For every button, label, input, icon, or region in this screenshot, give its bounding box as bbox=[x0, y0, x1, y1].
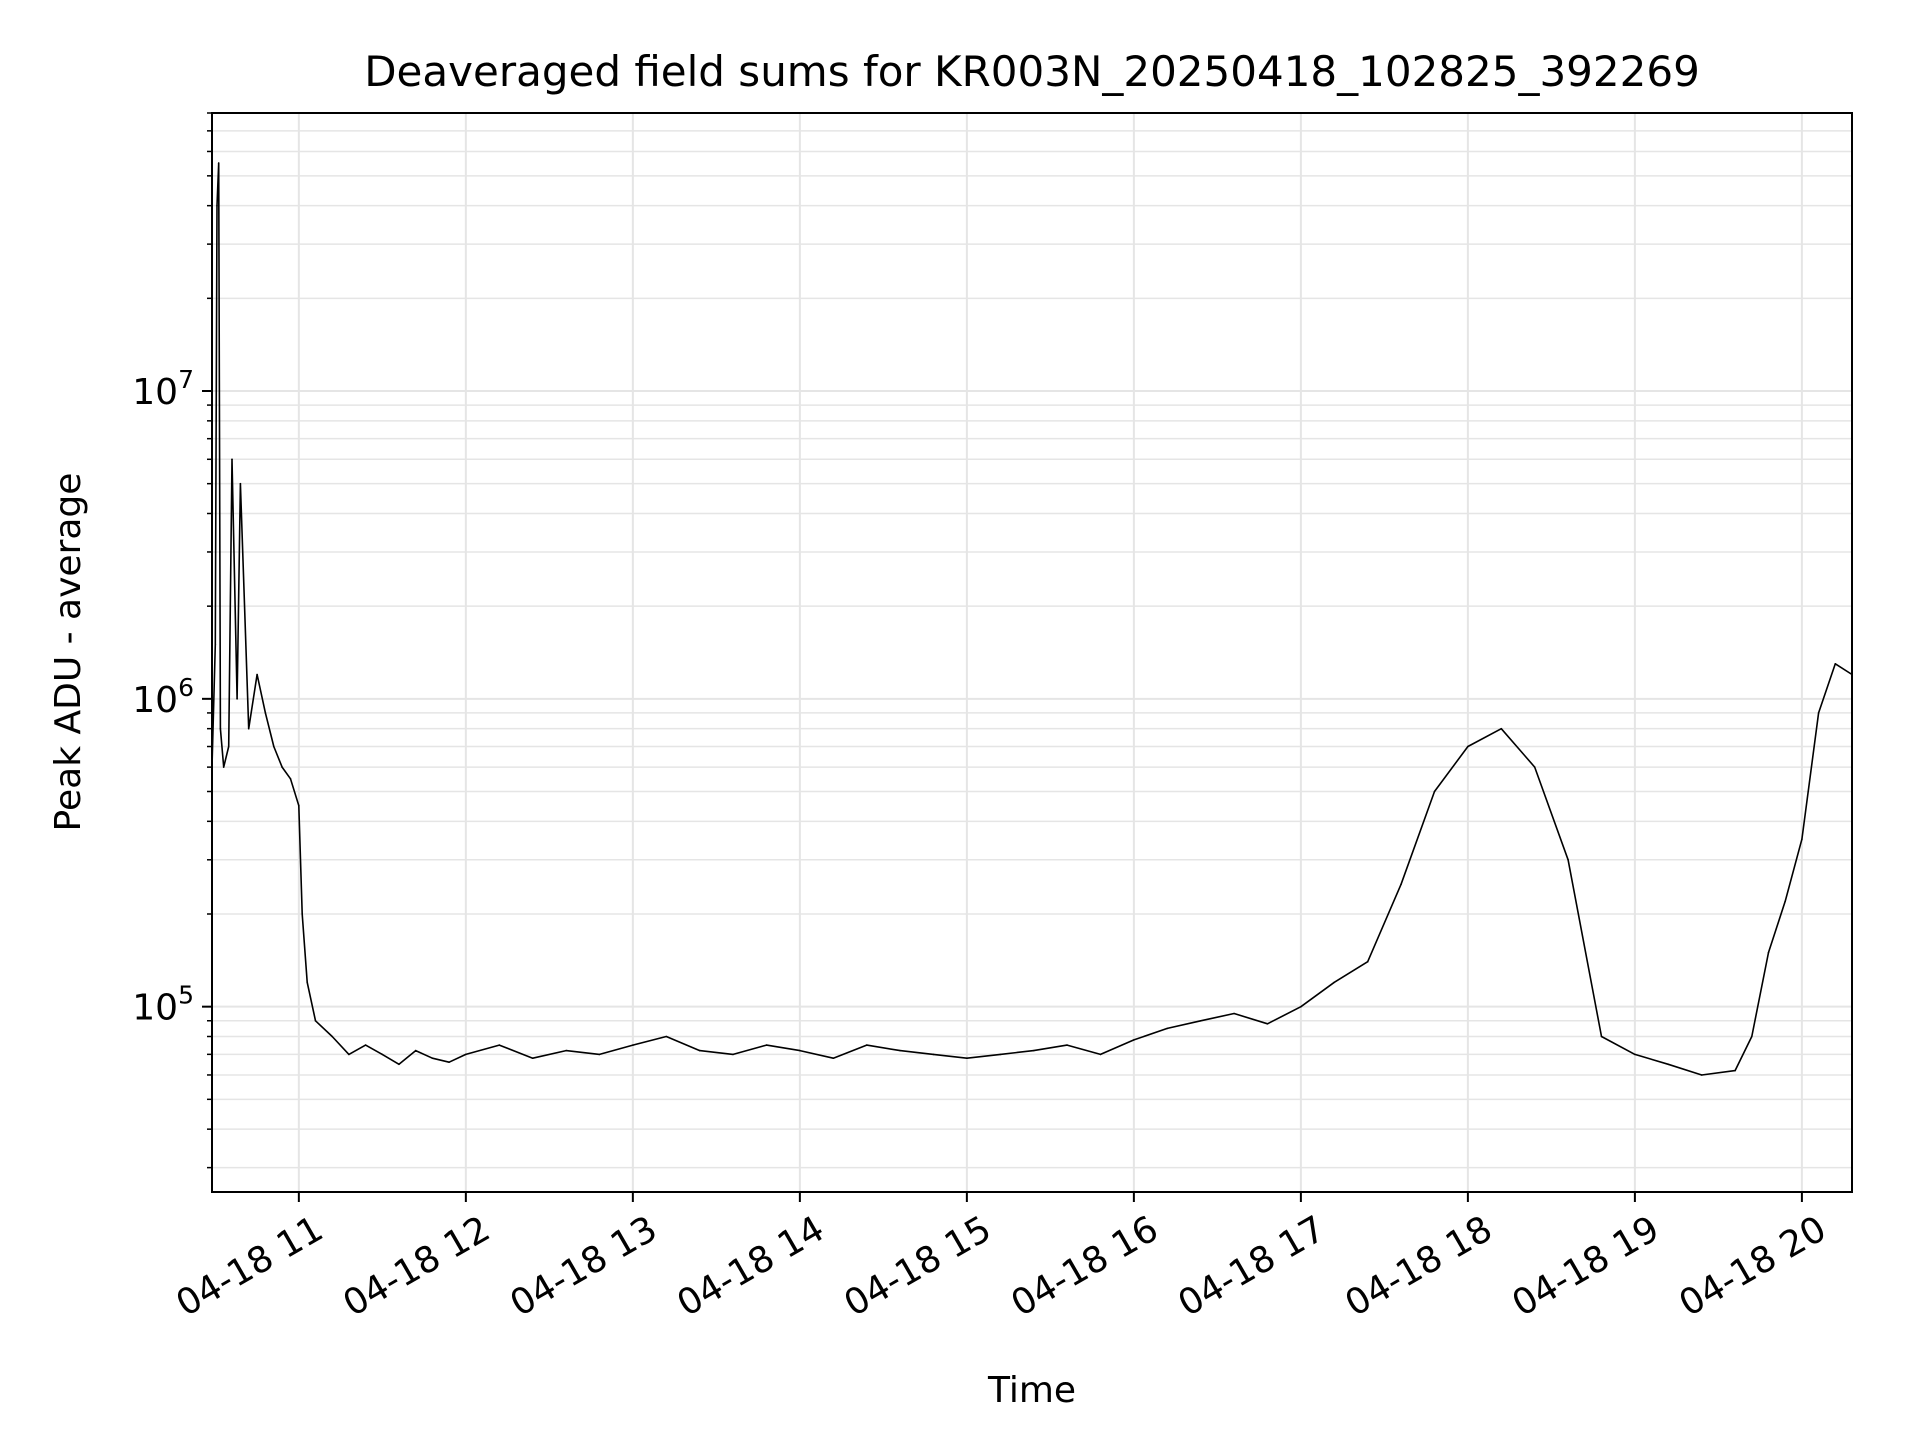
data-point bbox=[665, 1035, 668, 1038]
data-point bbox=[217, 162, 220, 164]
data-point bbox=[1667, 1063, 1670, 1066]
data-point bbox=[1767, 951, 1770, 954]
y-axis-label: Peak ADU - average bbox=[48, 473, 89, 832]
data-point bbox=[765, 1044, 768, 1046]
data-point bbox=[498, 1044, 501, 1046]
data-point bbox=[222, 766, 225, 768]
data-point bbox=[966, 1057, 968, 1059]
data-point bbox=[698, 1049, 701, 1052]
data-point bbox=[273, 745, 275, 748]
data-point bbox=[219, 727, 222, 730]
y-tick-label: 107 bbox=[132, 365, 194, 413]
data-point bbox=[314, 1020, 317, 1022]
plot-area-frame bbox=[211, 112, 1853, 1193]
data-point bbox=[301, 913, 304, 915]
data-point bbox=[865, 1044, 868, 1046]
data-point bbox=[598, 1053, 601, 1056]
data-point bbox=[289, 778, 292, 780]
data-point bbox=[298, 804, 300, 807]
data-point bbox=[1734, 1069, 1736, 1072]
data-point bbox=[1751, 1035, 1753, 1038]
data-point bbox=[1467, 745, 1469, 748]
data-point bbox=[1133, 1039, 1135, 1041]
data-point bbox=[1433, 790, 1436, 793]
data-point bbox=[1567, 859, 1569, 861]
data-point bbox=[239, 482, 242, 485]
data-point bbox=[1817, 712, 1820, 714]
data-point bbox=[1099, 1053, 1102, 1056]
data-point bbox=[281, 766, 283, 768]
data-point bbox=[381, 1053, 384, 1056]
data-point bbox=[1400, 883, 1402, 885]
data-point bbox=[1600, 1035, 1603, 1038]
data-point bbox=[632, 1044, 634, 1046]
data-point bbox=[1801, 838, 1803, 840]
data-point bbox=[216, 204, 218, 207]
data-point bbox=[414, 1049, 417, 1052]
data-point bbox=[1366, 960, 1369, 963]
x-axis-label: Time bbox=[987, 1370, 1076, 1411]
data-point bbox=[1834, 663, 1837, 665]
data-point bbox=[1634, 1053, 1636, 1056]
data-line bbox=[211, 162, 1853, 1076]
data-point bbox=[1066, 1044, 1068, 1046]
data-series bbox=[211, 162, 1853, 1076]
data-point bbox=[799, 1049, 801, 1052]
data-point bbox=[431, 1057, 434, 1059]
data-point bbox=[227, 745, 230, 748]
data-point bbox=[1199, 1020, 1202, 1022]
data-point bbox=[331, 1035, 334, 1038]
data-point bbox=[832, 1057, 835, 1059]
data-point bbox=[899, 1049, 901, 1052]
data-point bbox=[1166, 1027, 1169, 1030]
data-point bbox=[364, 1044, 367, 1046]
data-point bbox=[448, 1061, 450, 1063]
data-point bbox=[1266, 1023, 1269, 1025]
data-point bbox=[1032, 1049, 1035, 1052]
data-point bbox=[531, 1057, 534, 1059]
data-point bbox=[1233, 1012, 1235, 1015]
data-point bbox=[1500, 727, 1503, 730]
data-point bbox=[932, 1053, 935, 1056]
data-point bbox=[1784, 900, 1786, 903]
data-point bbox=[732, 1053, 734, 1056]
data-point bbox=[1333, 981, 1336, 984]
data-point bbox=[231, 458, 233, 461]
data-point bbox=[465, 1053, 467, 1056]
data-point bbox=[1533, 766, 1536, 768]
data-point bbox=[306, 981, 309, 984]
data-point bbox=[264, 712, 267, 714]
data-point bbox=[398, 1063, 400, 1066]
data-point bbox=[214, 643, 217, 646]
data-point bbox=[247, 727, 250, 730]
data-point bbox=[565, 1049, 567, 1052]
data-point bbox=[1700, 1074, 1703, 1076]
data-point bbox=[256, 673, 258, 676]
chart-title: Deaveraged field sums for KR003N_2025041… bbox=[364, 47, 1700, 96]
data-point bbox=[999, 1053, 1002, 1056]
data-point bbox=[236, 698, 238, 700]
data-point bbox=[1300, 1005, 1302, 1008]
data-point bbox=[348, 1053, 350, 1056]
grid-lines bbox=[212, 112, 1852, 1192]
y-tick-label: 106 bbox=[132, 673, 194, 721]
y-tick-label: 105 bbox=[132, 981, 194, 1029]
